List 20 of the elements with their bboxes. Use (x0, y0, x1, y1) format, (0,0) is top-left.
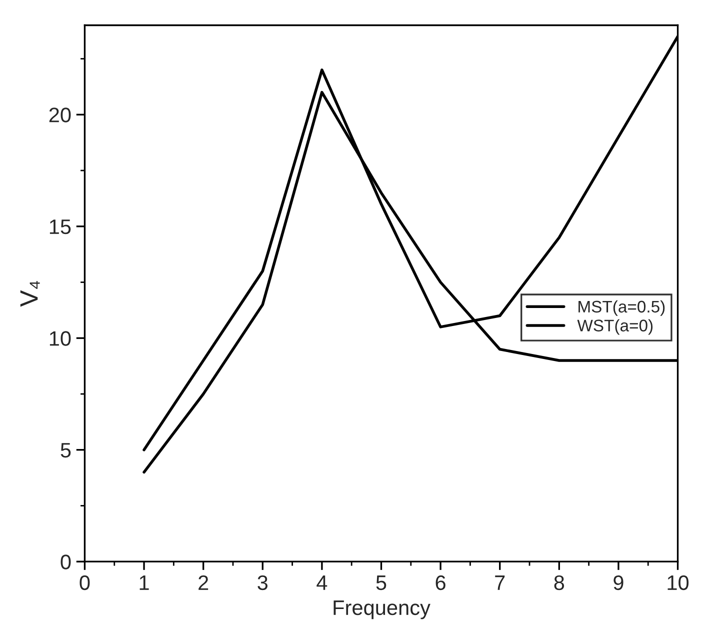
x-axis-title: Frequency (334, 600, 430, 620)
legend-label: WST(a=0) (577, 319, 653, 335)
y-tick-label: 15 (50, 220, 71, 234)
x-tick-label: 1 (140, 576, 149, 590)
y-axis-title: V₄ (20, 280, 40, 307)
x-tick-label: 5 (376, 576, 386, 590)
x-tick-label: 9 (614, 575, 624, 590)
x-tick-label: 6 (436, 575, 446, 590)
y-tick-label: 10 (50, 331, 71, 346)
x-tick-label: 8 (554, 575, 564, 590)
y-tick-label: 20 (49, 108, 71, 122)
x-tick-label: 2 (198, 575, 208, 590)
x-tick-label: 0 (80, 575, 90, 590)
legend-label: MST(a=0.5) (578, 300, 665, 316)
y-tick-label: 0 (60, 554, 71, 570)
x-tick-label: 4 (316, 576, 328, 590)
x-tick-label: 10 (668, 575, 689, 590)
x-tick-label: 3 (258, 575, 268, 590)
x-tick-label: 7 (495, 576, 505, 590)
y-tick-label: 5 (60, 443, 71, 458)
